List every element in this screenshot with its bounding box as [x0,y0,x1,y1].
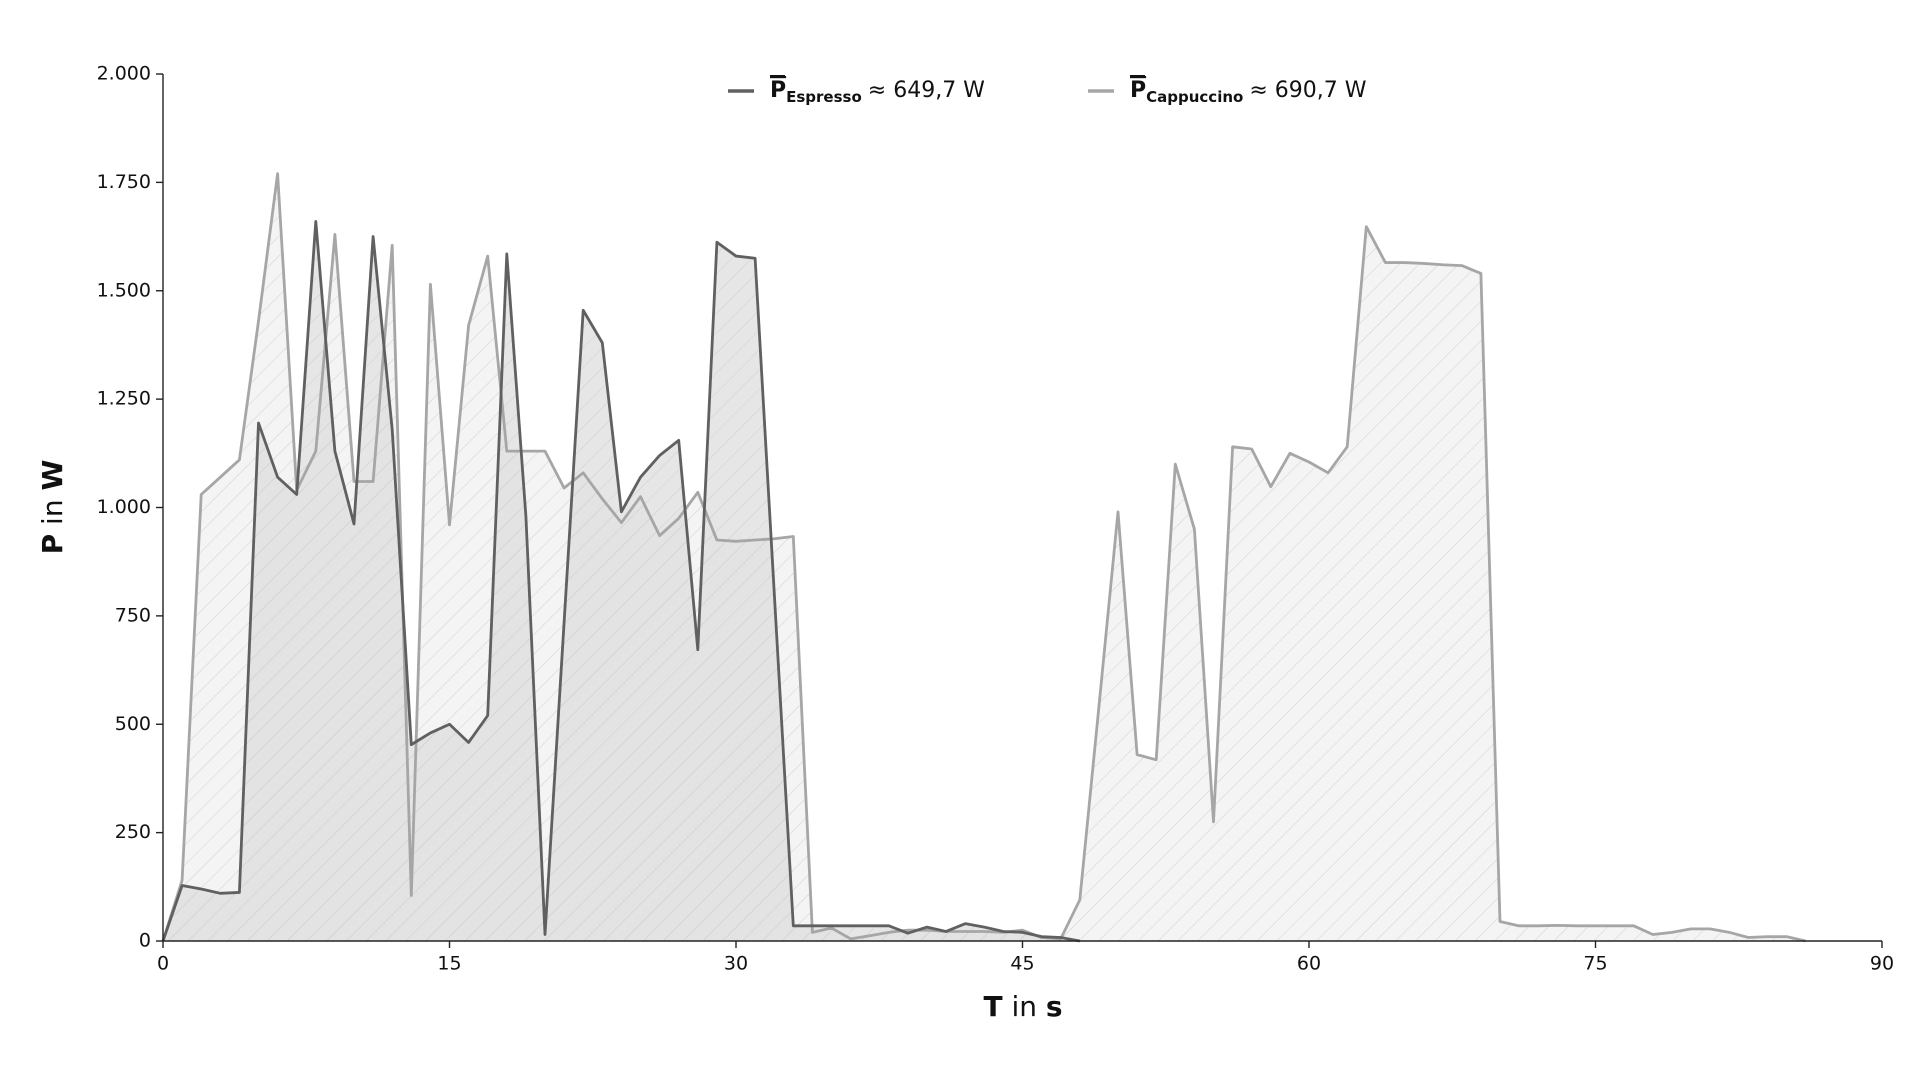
y-tick-label: 2.000 [97,63,151,85]
x-label-text: in [1011,990,1037,1023]
x-tick-label: 30 [724,953,748,975]
y-tick-label: 0 [139,930,151,952]
y-tick-label: 750 [115,604,151,626]
y-tick-label: 1.250 [97,388,151,410]
x-tick-label: 90 [1870,953,1894,975]
legend-mean: ≈ 690,7 W [1249,78,1366,103]
x-label-symbol: T [983,990,1002,1023]
y-label-text: in [36,499,69,525]
legend-name: Espresso [786,88,862,106]
plot-area [161,172,1806,943]
y-tick-label: 1.000 [97,496,151,518]
legend-label: PCappuccino ≈ 690,7 W [1130,78,1367,106]
y-label-unit: W [36,460,69,491]
line [161,219,1081,943]
x-label-unit: s [1046,990,1063,1023]
y-tick-label: 1.500 [97,279,151,301]
x-tick-label: 60 [1297,953,1321,975]
y-tick-label: 500 [115,713,151,735]
x-tick-label: 0 [157,953,169,975]
x-tick-label: 45 [1010,953,1034,975]
x-tick-label: 75 [1583,953,1607,975]
area-hatch [163,221,1080,941]
x-tick-label: 15 [437,953,461,975]
legend-mean: ≈ 649,7 W [868,78,985,103]
y-axis-label: P in W [36,460,69,555]
legend-symbol: P [1130,78,1146,103]
legend-name: Cappuccino [1146,88,1243,106]
line [161,172,1806,943]
x-axis-label: T in s [983,990,1062,1023]
legend-label: PEspresso ≈ 649,7 W [770,78,985,106]
y-tick-label: 250 [115,821,151,843]
legend-symbol: P [770,78,786,103]
y-label-symbol: P [36,534,69,555]
y-tick-label: 1.750 [97,171,151,193]
